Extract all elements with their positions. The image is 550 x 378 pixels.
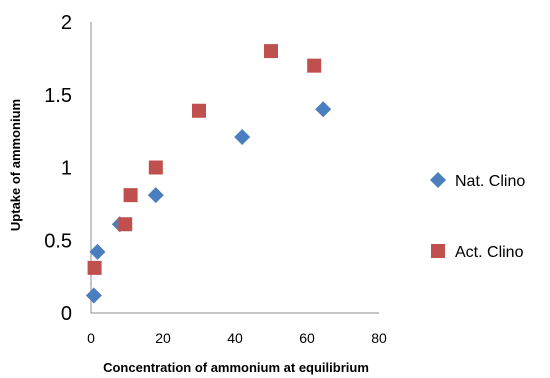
data-points [85, 44, 332, 304]
y-tick-label: 0 [61, 303, 72, 325]
legend-marker-nat-clino [430, 172, 446, 188]
x-tick-label: 0 [87, 330, 95, 346]
legend-label-nat-clino: Nat. Clino [455, 173, 525, 190]
x-tick-label: 80 [371, 330, 387, 346]
legend-item-nat-clino: Nat. Clino [430, 172, 525, 190]
legend: Nat. Clino Act. Clino [430, 172, 525, 261]
x-tick-labels: 0 20 40 60 80 [87, 330, 387, 346]
legend-label-act-clino: Act. Clino [455, 244, 524, 261]
y-tick-labels: 0 0.5 1 1.5 2 [44, 12, 72, 325]
x-tick-label: 60 [299, 330, 315, 346]
y-tick-label: 2 [61, 12, 72, 34]
y-tick-label: 1.5 [44, 85, 72, 107]
axes [90, 22, 379, 314]
data-point-series-0 [147, 187, 164, 204]
data-point-series-1 [307, 58, 322, 73]
data-point-series-1 [123, 188, 138, 203]
data-point-series-0 [315, 101, 332, 118]
x-tick-label: 40 [227, 330, 243, 346]
y-tick-label: 1 [61, 158, 72, 180]
legend-marker-act-clino [431, 244, 445, 258]
data-point-series-1 [192, 103, 206, 118]
data-point-series-1 [87, 260, 102, 275]
data-point-series-1 [148, 160, 163, 175]
y-tick-label: 0.5 [44, 230, 72, 252]
x-tick-label: 20 [155, 330, 171, 346]
data-point-series-0 [85, 287, 102, 304]
x-axis-label: Concentration of ammonium at equilibrium [103, 360, 369, 375]
y-axis-label: Uptake of ammonium [8, 99, 23, 231]
data-point-series-0 [234, 128, 251, 145]
data-point-series-0 [89, 243, 106, 260]
data-point-series-1 [118, 217, 133, 232]
data-point-series-1 [264, 44, 278, 59]
legend-item-act-clino: Act. Clino [431, 244, 524, 261]
